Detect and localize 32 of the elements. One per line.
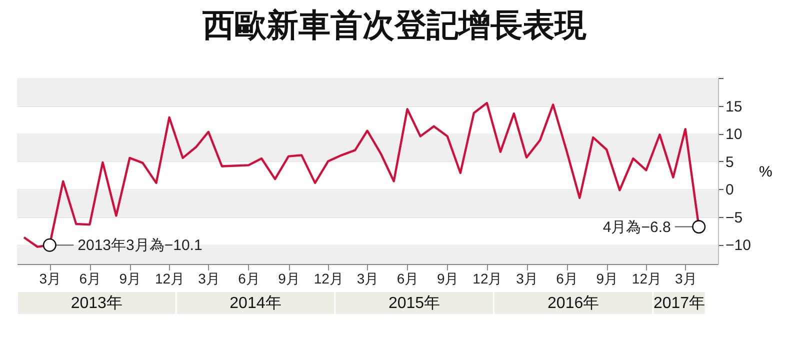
text: 2017年 [653,295,706,312]
chart-title: 西歐新車首次登記增長表現 [201,6,586,44]
x-tick-label: 3月 [39,270,62,286]
x-tick-label: 9月 [119,270,142,286]
x-tick-label: 6月 [79,270,102,286]
x-tick-label: 3月 [356,270,379,286]
x-tick-label: 9月 [596,270,618,286]
x-tick-label: 9月 [436,270,459,286]
x-tick-label: 6月 [396,270,419,286]
text: 2014年 [230,295,282,312]
y-axis-title: % [758,164,772,180]
x-tick-label: 3月 [198,270,220,286]
y-tick-label: −5 [726,209,743,226]
x-tick-label: 9月 [278,270,300,286]
y-tick-label: 15 [726,98,742,116]
annotation: 2013年3月為−10.1 [78,237,202,254]
y-tick-label: 0 [726,182,734,199]
x-tick-label: 12月 [314,270,344,286]
text: 2015年 [388,295,440,312]
x-tick-label: 12月 [155,270,185,286]
y-tick-label: −10 [726,237,751,254]
x-tick-label: 3月 [516,270,538,286]
x-tick-label: 6月 [556,270,578,286]
x-tick-label: 3月 [674,270,697,286]
y-tick-label: 5 [726,154,734,171]
y-tick-label: 10 [726,126,742,144]
x-tick-label: 6月 [238,270,260,286]
text: 2016年 [548,295,600,312]
x-tick-label: 12月 [632,270,662,286]
text: 2013年 [70,295,122,312]
x-tick-label: 12月 [472,270,502,286]
annotation: 4月為−6.8 [602,218,671,236]
